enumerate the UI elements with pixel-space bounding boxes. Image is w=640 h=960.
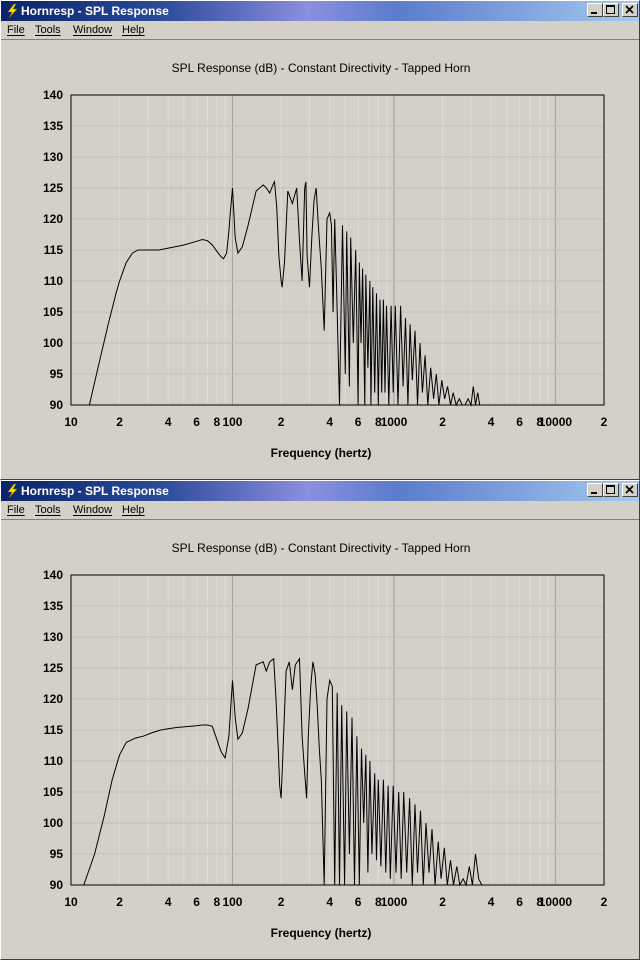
menu-bar: File Tools Window Help	[1, 501, 639, 520]
x-tick-label: 8	[536, 895, 543, 909]
title-bar[interactable]: Hornresp - SPL Response	[1, 1, 639, 21]
menu-window[interactable]: Window	[73, 24, 113, 36]
x-tick-label: 8	[536, 415, 543, 429]
chart-title: SPL Response (dB) - Constant Directivity…	[172, 61, 471, 75]
minimize-button[interactable]	[587, 3, 603, 17]
menu-tools[interactable]: Tools	[35, 504, 61, 516]
x-axis-label: Frequency (hertz)	[271, 926, 372, 940]
x-tick-label: 6	[193, 415, 200, 429]
y-tick-label: 135	[43, 599, 63, 613]
x-tick-label: 6	[516, 895, 523, 909]
chart-area: SPL Response (dB) - Constant Directivity…	[1, 40, 639, 479]
x-tick-label: 4	[488, 415, 495, 429]
spl-chart: SPL Response (dB) - Constant Directivity…	[43, 61, 608, 460]
y-tick-label: 140	[43, 88, 63, 102]
y-tick-label: 110	[44, 754, 64, 768]
spl-curve	[88, 180, 482, 407]
minimize-icon	[591, 12, 597, 14]
window-title: Hornresp - SPL Response	[21, 4, 169, 18]
x-tick-label: 8	[375, 895, 382, 909]
plot-frame	[70, 574, 605, 886]
y-tick-label: 125	[43, 181, 63, 195]
x-axis-label: Frequency (hertz)	[271, 446, 372, 460]
x-tick-label: 2	[439, 415, 446, 429]
x-tick-label: 10000	[539, 895, 573, 909]
minimize-icon	[591, 492, 597, 494]
menu-tools[interactable]: Tools	[35, 24, 61, 36]
x-tick-label: 2	[278, 415, 285, 429]
x-tick-label: 6	[193, 895, 200, 909]
y-tick-label: 135	[43, 119, 63, 133]
y-tick-label: 95	[50, 847, 64, 861]
x-tick-label: 2	[601, 895, 608, 909]
x-tick-label: 4	[165, 895, 172, 909]
x-tick-label: 2	[116, 415, 123, 429]
y-tick-label: 130	[43, 150, 63, 164]
x-tick-label: 100	[222, 415, 242, 429]
plot-frame	[70, 94, 605, 406]
y-tick-label: 115	[44, 723, 64, 737]
menu-file[interactable]: File	[7, 504, 25, 516]
x-tick-label: 1000	[381, 415, 408, 429]
y-tick-label: 105	[43, 785, 63, 799]
menu-window[interactable]: Window	[73, 504, 113, 516]
spl-chart: SPL Response (dB) - Constant Directivity…	[43, 541, 608, 940]
close-icon	[625, 485, 634, 494]
chart-area: SPL Response (dB) - Constant Directivity…	[1, 520, 639, 959]
hornresp-lightning-icon	[7, 483, 18, 499]
y-tick-label: 95	[50, 367, 64, 381]
spl-curve	[83, 657, 483, 887]
window-title: Hornresp - SPL Response	[21, 484, 169, 498]
hornresp-lightning-icon	[7, 3, 18, 19]
menu-bar: File Tools Window Help	[1, 21, 639, 40]
title-bar[interactable]: Hornresp - SPL Response	[1, 481, 639, 501]
y-tick-label: 130	[43, 630, 63, 644]
y-tick-label: 90	[50, 878, 64, 892]
x-tick-label: 4	[488, 895, 495, 909]
x-tick-label: 6	[355, 895, 362, 909]
x-tick-label: 8	[213, 415, 220, 429]
x-tick-label: 2	[439, 895, 446, 909]
x-tick-label: 4	[326, 895, 333, 909]
menu-help[interactable]: Help	[122, 504, 145, 516]
y-tick-label: 140	[43, 568, 63, 582]
y-tick-label: 120	[43, 212, 63, 226]
x-tick-label: 2	[278, 895, 285, 909]
chart-title: SPL Response (dB) - Constant Directivity…	[172, 541, 471, 555]
y-tick-label: 90	[50, 398, 64, 412]
maximize-button[interactable]	[603, 3, 619, 17]
menu-file[interactable]: File	[7, 24, 25, 36]
spl-response-window: Hornresp - SPL Response File Tools Windo…	[0, 0, 640, 480]
maximize-icon	[606, 485, 615, 494]
x-tick-label: 8	[375, 415, 382, 429]
x-tick-label: 4	[165, 415, 172, 429]
x-tick-label: 6	[516, 415, 523, 429]
x-tick-label: 10	[64, 895, 78, 909]
spl-response-window: Hornresp - SPL Response File Tools Windo…	[0, 480, 640, 960]
x-tick-label: 10000	[539, 415, 573, 429]
y-tick-label: 105	[43, 305, 63, 319]
close-icon	[625, 5, 634, 14]
y-tick-label: 125	[43, 661, 63, 675]
y-tick-label: 110	[44, 274, 64, 288]
x-tick-label: 100	[222, 895, 242, 909]
x-tick-label: 1000	[381, 895, 408, 909]
close-button[interactable]	[622, 3, 638, 17]
y-tick-label: 120	[43, 692, 63, 706]
minimize-button[interactable]	[587, 483, 603, 497]
x-tick-label: 2	[601, 415, 608, 429]
maximize-icon	[606, 5, 615, 14]
x-tick-label: 8	[213, 895, 220, 909]
y-tick-label: 100	[43, 336, 63, 350]
x-tick-label: 10	[64, 415, 78, 429]
close-button[interactable]	[622, 483, 638, 497]
x-tick-label: 6	[355, 415, 362, 429]
x-tick-label: 2	[116, 895, 123, 909]
y-tick-label: 100	[43, 816, 63, 830]
maximize-button[interactable]	[603, 483, 619, 497]
menu-help[interactable]: Help	[122, 24, 145, 36]
y-tick-label: 115	[44, 243, 64, 257]
x-tick-label: 4	[326, 415, 333, 429]
